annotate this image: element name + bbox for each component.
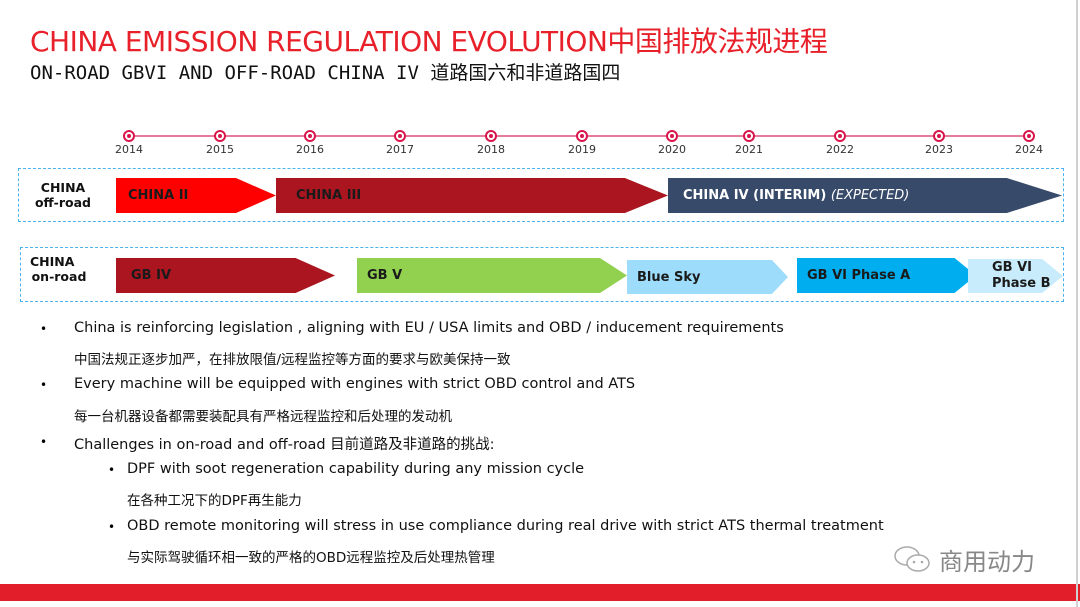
timeline-marker — [1023, 130, 1035, 142]
subbullet-en: OBD remote monitoring will stress in use… — [127, 518, 884, 534]
timeline-marker — [576, 130, 588, 142]
timeline-marker — [123, 130, 135, 142]
slide-title: CHINA EMISSION REGULATION EVOLUTION中国排放法… — [30, 25, 828, 58]
label-line: off-road — [34, 195, 92, 210]
stage-label-b: GB VI Phase B — [992, 260, 1051, 292]
subbullet-en: DPF with soot regeneration capability du… — [127, 461, 585, 477]
timeline-marker — [214, 130, 226, 142]
bullet-dot: • — [40, 322, 48, 336]
timeline-marker — [666, 130, 678, 142]
stage-label: GB V — [367, 268, 403, 283]
bullet-cn: 每一台机器设备都需要装配具有严格远程监控和后处理的发动机 — [74, 409, 452, 425]
year-label: 2018 — [477, 143, 505, 156]
year-label: 2017 — [386, 143, 414, 156]
subbullet-cn: 在各种工况下的DPF再生能力 — [127, 493, 302, 509]
watermark-text: 商用动力 — [939, 548, 1035, 576]
stage-gb-iv: GB IV — [116, 258, 335, 293]
year-label: 2022 — [826, 143, 854, 156]
bullet-dot: • — [108, 520, 116, 534]
subbullet-cn: 与实际驾驶循环相一致的严格的OBD远程监控及后处理热管理 — [127, 550, 495, 566]
stage-gb-v: GB V — [357, 258, 627, 293]
timeline-marker — [834, 130, 846, 142]
label-line: CHINA — [30, 254, 75, 269]
bullet-dot: • — [40, 378, 48, 392]
onroad-label: CHINA on-road — [24, 254, 94, 284]
stage-china-iv: CHINA IV (INTERIM) (EXPECTED) — [668, 178, 1062, 213]
bullet-dot: • — [108, 463, 116, 477]
stage-label: Blue Sky — [637, 269, 701, 285]
timeline-marker — [485, 130, 497, 142]
stage-gb-vi-b: GB VI Phase B — [968, 259, 1063, 293]
bottom-accent-bar — [0, 584, 1080, 601]
stage-label: GB VI — [992, 260, 1033, 275]
label-line: on-road — [31, 269, 87, 284]
wechat-icon — [894, 545, 930, 572]
bullet-cn: 中国法规正逐步加严，在排放限值/远程监控等方面的要求与欧美保持一致 — [74, 352, 511, 368]
stage-label: GB VI Phase A — [807, 268, 911, 283]
year-label: 2014 — [115, 143, 143, 156]
offroad-row — [18, 168, 1064, 222]
stage-label: CHINA II — [128, 188, 189, 203]
year-label: 2023 — [925, 143, 953, 156]
year-label: 2016 — [296, 143, 324, 156]
year-label: 2015 — [206, 143, 234, 156]
year-label: 2024 — [1015, 143, 1043, 156]
stage-blue-sky: Blue Sky — [627, 260, 788, 294]
label-line: CHINA — [40, 180, 86, 195]
onroad-row — [20, 247, 1064, 302]
year-label: 2019 — [568, 143, 596, 156]
stage-gb-vi-a: GB VI Phase A — [797, 258, 976, 293]
offroad-label: CHINA off-road — [28, 180, 98, 210]
stage-label: CHINA IV (INTERIM) — [683, 188, 827, 203]
stage-label: Phase B — [992, 276, 1051, 291]
timeline-marker — [933, 130, 945, 142]
bullet-en: China is reinforcing legislation , align… — [74, 320, 784, 336]
watermark: 商用动力 — [893, 542, 1035, 577]
stage-china-iii: CHINA III — [276, 178, 668, 213]
timeline-marker — [743, 130, 755, 142]
expected-label: (EXPECTED) — [830, 188, 910, 203]
year-label: 2021 — [735, 143, 763, 156]
slide-subtitle: ON-ROAD GBVI AND OFF-ROAD CHINA IV 道路国六和… — [30, 62, 621, 84]
stage-label: GB IV — [131, 268, 172, 283]
slide-border — [1076, 0, 1078, 607]
stage-label: CHINA III — [296, 188, 362, 203]
timeline-marker — [394, 130, 406, 142]
timeline-marker — [304, 130, 316, 142]
bullet-dot: • — [40, 435, 48, 449]
bullet-en: Every machine will be equipped with engi… — [74, 376, 636, 392]
bullet-en: Challenges in on-road and off-road 目前道路及… — [74, 437, 495, 453]
year-label: 2020 — [658, 143, 686, 156]
